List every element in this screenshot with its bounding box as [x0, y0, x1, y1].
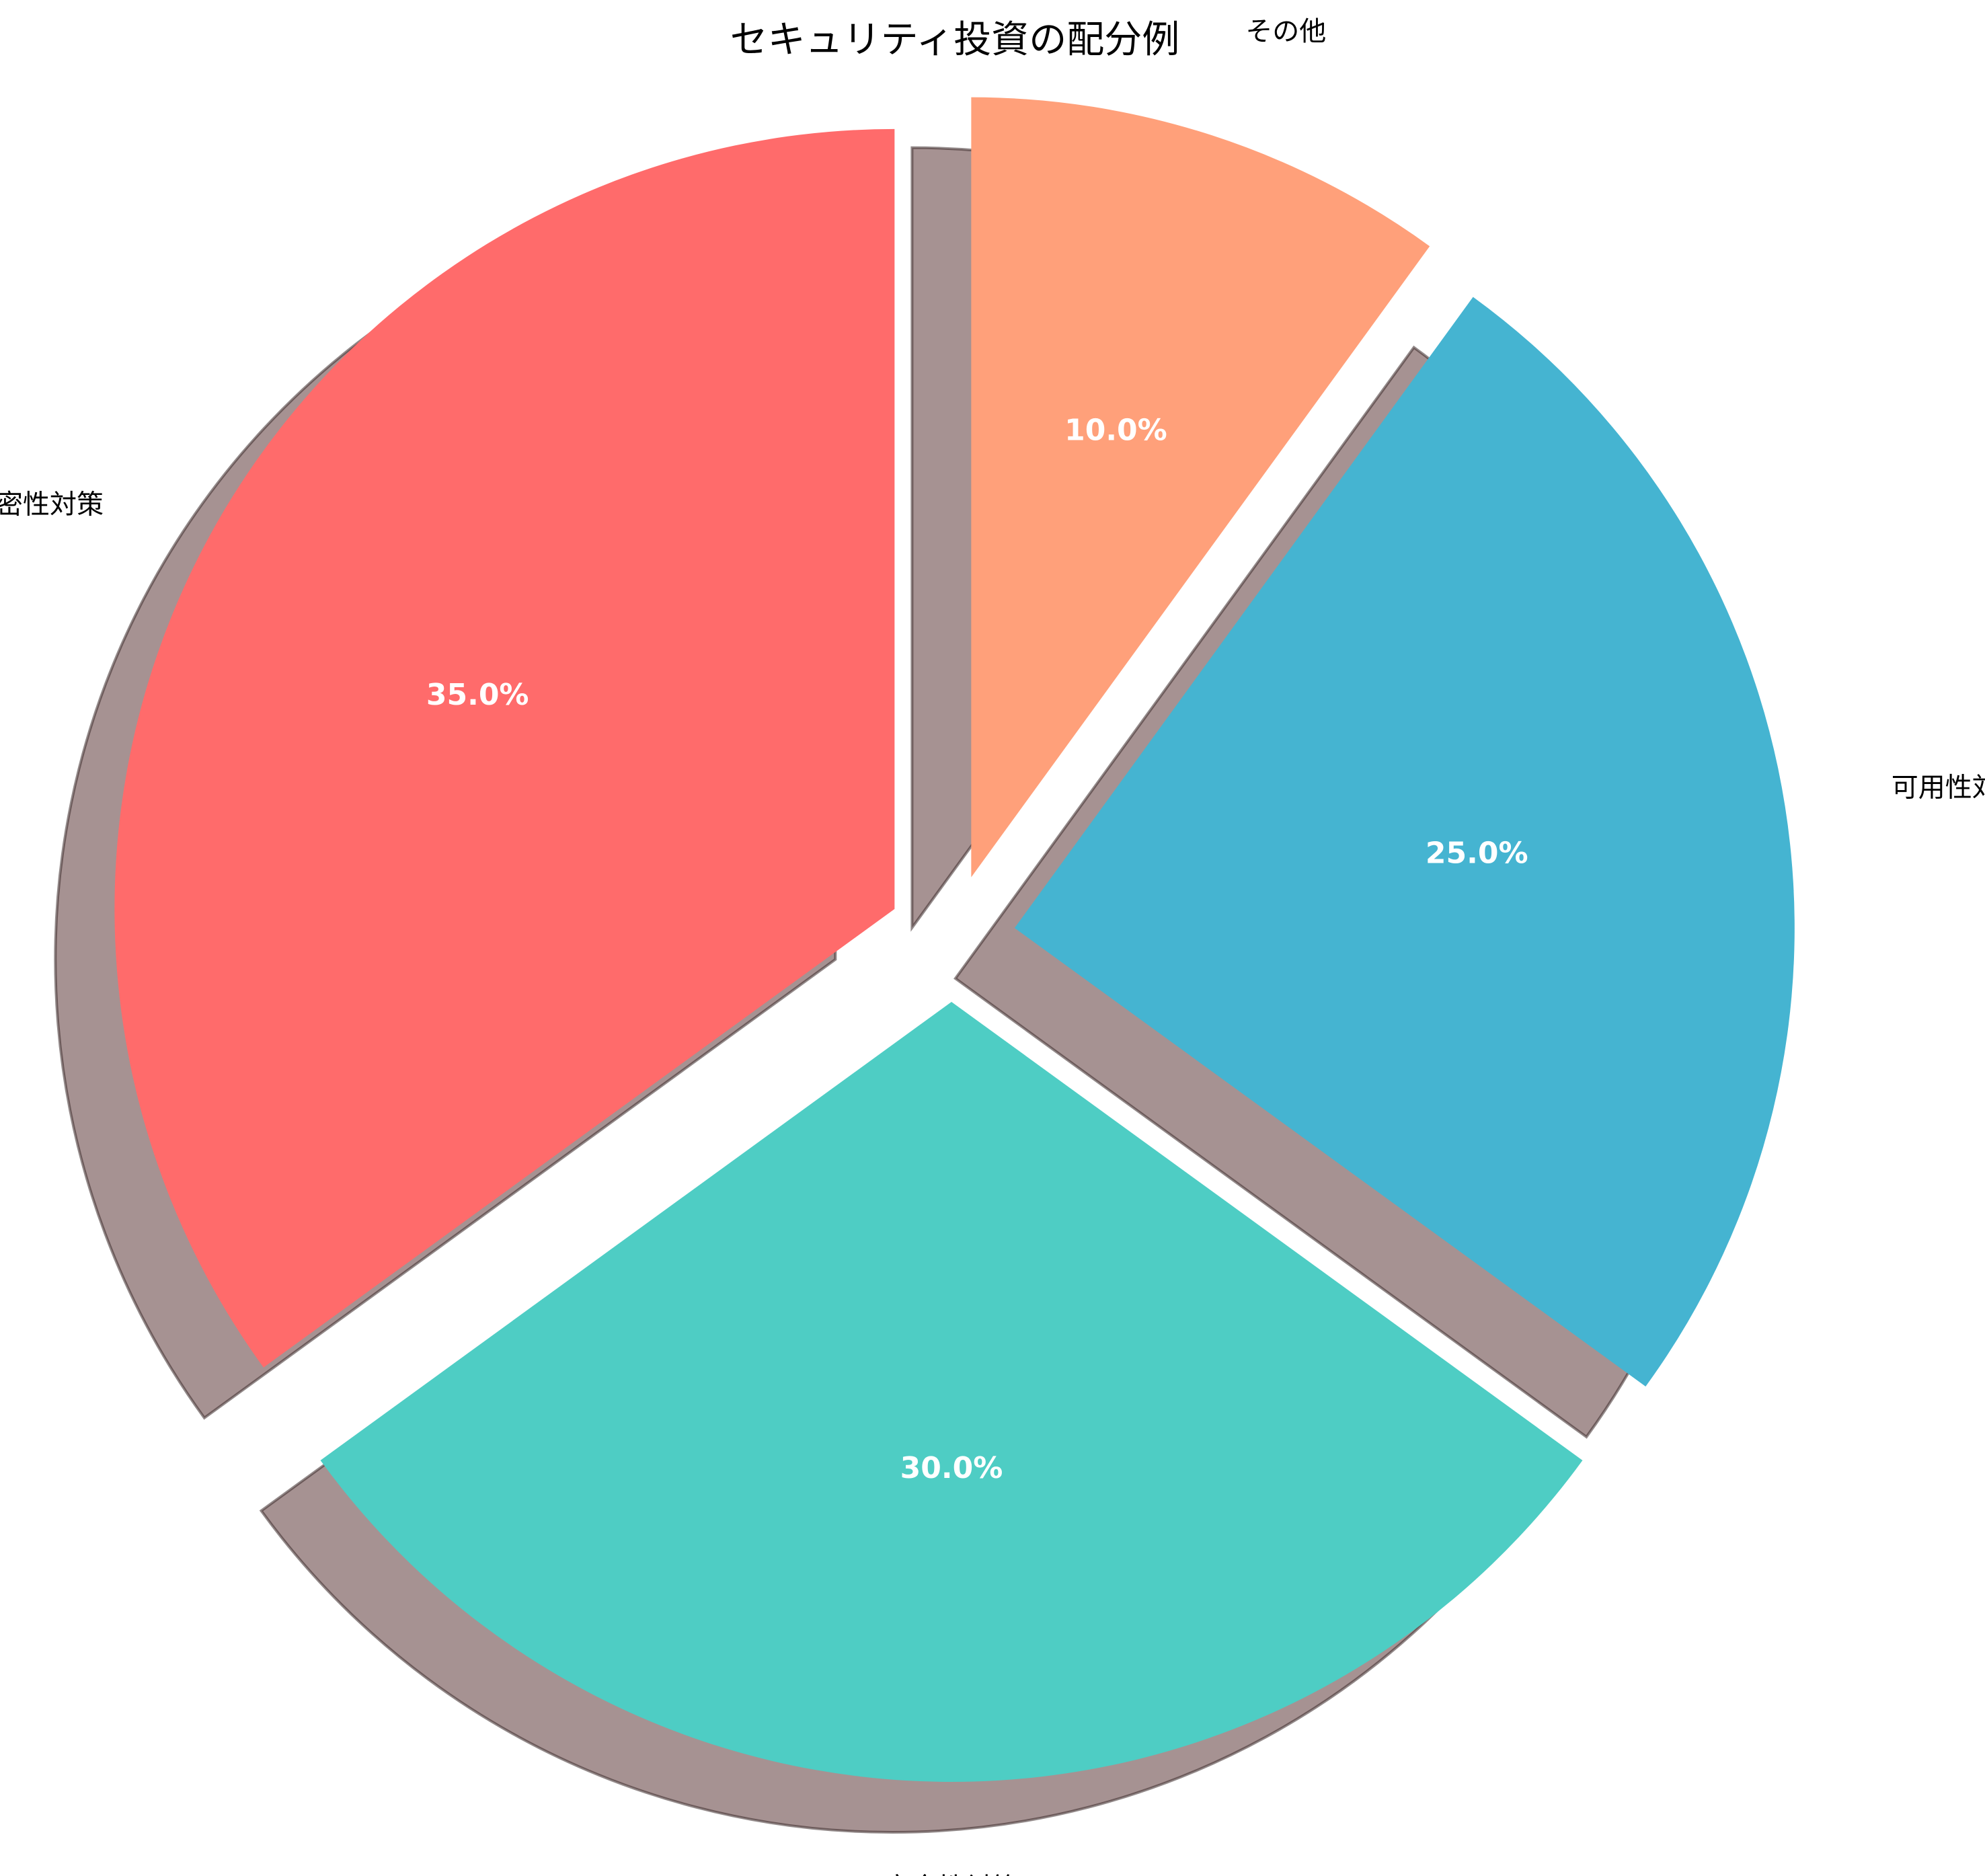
slice-label-other: その他: [1245, 16, 1326, 47]
label-layer: 機密性対策 35.0% 完全性対策 30.0% 可用性対策 25.0% その他 10.0%: [0, 16, 1985, 1876]
slice-label-confidentiality: 機密性対策: [0, 490, 104, 520]
chart-title: セキュリティ投資の配分例: [730, 18, 1180, 62]
pie-slice-integrity: [320, 1002, 1583, 1782]
percent-label-confidentiality: 35.0%: [426, 678, 529, 712]
percent-label-other: 10.0%: [1064, 414, 1167, 448]
pie-slice-confidentiality: [114, 128, 895, 1368]
slice-layer: [114, 97, 1795, 1782]
percent-label-integrity: 30.0%: [900, 1451, 1003, 1485]
slice-label-availability: 可用性対策: [1892, 773, 1985, 804]
slice-label-integrity: 完全性対策: [884, 1873, 1019, 1876]
percent-label-availability: 25.0%: [1426, 836, 1528, 870]
pie-slice-other: [971, 97, 1430, 877]
pie-slice-availability: [1014, 297, 1795, 1386]
